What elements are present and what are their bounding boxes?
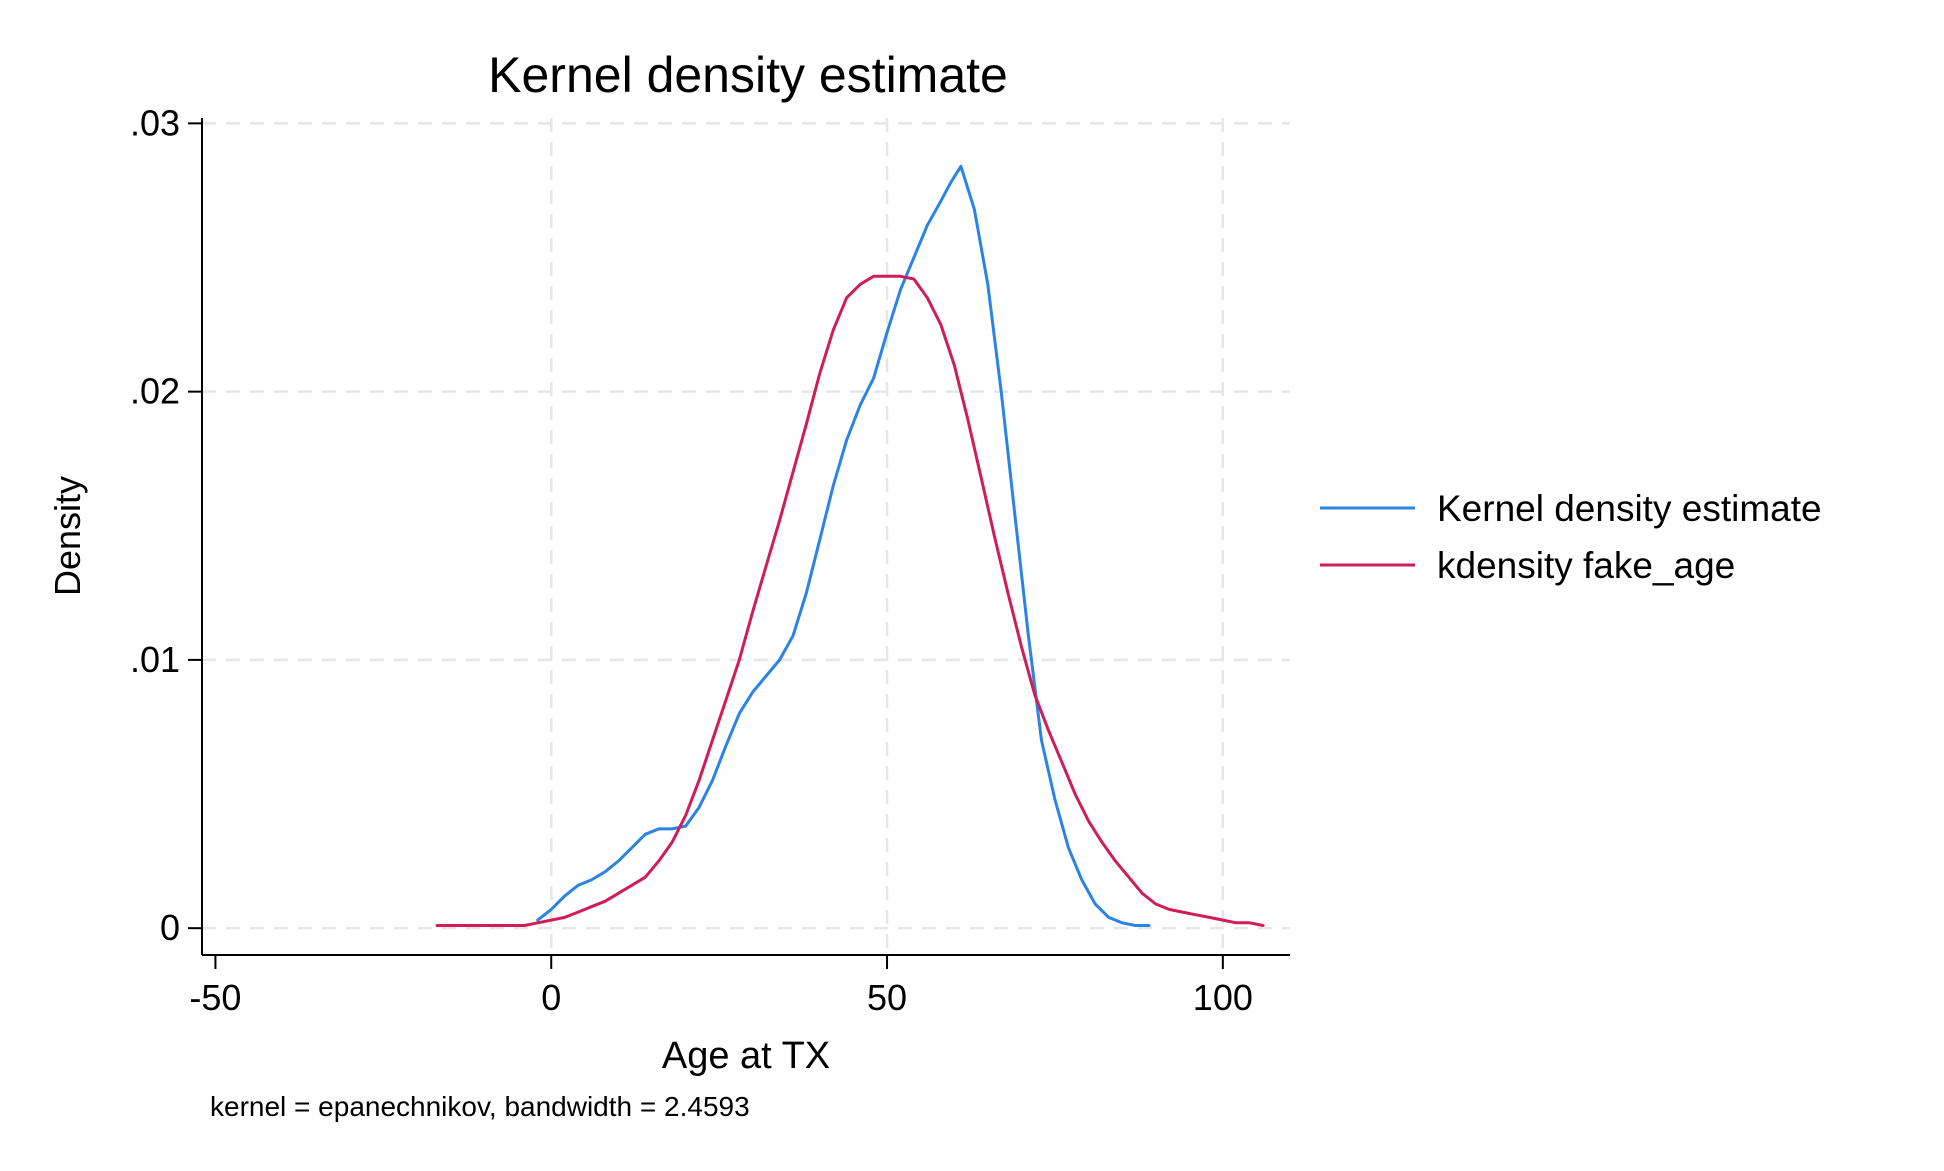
chart-title: Kernel density estimate	[488, 47, 1008, 103]
y-tick-label: .02	[130, 371, 180, 412]
grid	[202, 118, 1290, 955]
series-line-1	[435, 274, 1265, 927]
y-tick-label: .01	[130, 639, 180, 680]
series-layer	[435, 164, 1265, 927]
legend: Kernel density estimate kdensity fake_ag…	[1320, 488, 1822, 586]
x-tick-label: 50	[867, 977, 907, 1018]
legend-label-kdensity-fake-age: kdensity fake_age	[1437, 545, 1735, 586]
y-axis-label: Density	[47, 476, 88, 596]
x-tick-label: 0	[541, 977, 561, 1018]
y-axis-ticks: 0 .01 .02 .03	[130, 102, 202, 948]
x-axis-label: Age at TX	[662, 1035, 830, 1077]
legend-label-kernel-density-estimate: Kernel density estimate	[1437, 488, 1822, 529]
x-tick-label: 100	[1193, 977, 1253, 1018]
bandwidth-note: kernel = epanechnikov, bandwidth = 2.459…	[210, 1091, 750, 1122]
y-tick-label: 0	[160, 907, 180, 948]
x-axis-ticks: -50 0 50 100	[189, 955, 1253, 1018]
x-tick-label: -50	[189, 977, 241, 1018]
series-line-0	[536, 164, 1151, 927]
y-tick-label: .03	[130, 102, 180, 143]
